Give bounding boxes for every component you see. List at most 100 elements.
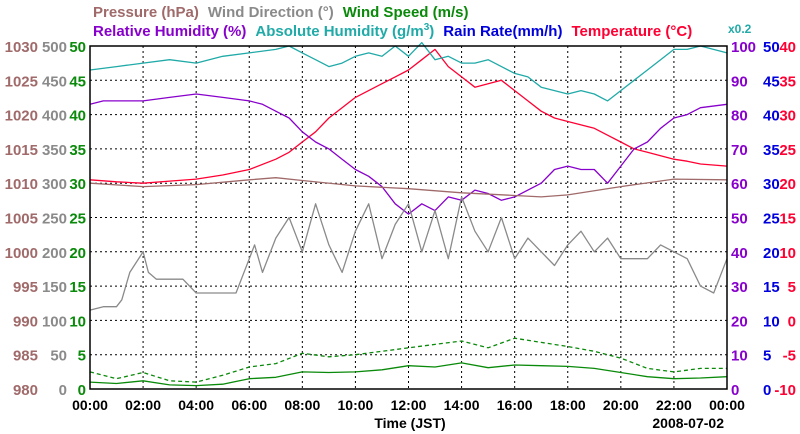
x-tick-label: 20:00 <box>603 397 639 413</box>
x-tick-label: 14:00 <box>444 397 480 413</box>
humidity-tick: 20 <box>731 313 748 330</box>
rain-tick: 5 <box>763 348 771 365</box>
humidity-tick: 70 <box>731 142 748 159</box>
wind-direction-tick: 50 <box>50 348 67 365</box>
pressure-tick: 995 <box>13 279 38 296</box>
legend: Pressure (hPa) Wind Direction (°) Wind Spe… <box>93 4 752 40</box>
wind-speed-tick: 25 <box>69 211 86 228</box>
temperature-tick: 0 <box>788 313 796 330</box>
x-tick-label: 16:00 <box>497 397 533 413</box>
rain-tick: 30 <box>763 176 780 193</box>
wind-speed-tick: 0 <box>78 382 86 399</box>
x-axis-label: Time (JST) <box>374 415 445 431</box>
humidity-tick: 60 <box>731 176 748 193</box>
series-line <box>89 41 728 102</box>
wind-direction-tick: 0 <box>59 382 67 399</box>
humidity-tick: 10 <box>731 348 748 365</box>
temperature-tick: 10 <box>779 245 796 262</box>
x-tick-label: 06:00 <box>231 397 267 413</box>
humidity-tick: 50 <box>731 211 748 228</box>
humidity-tick: 30 <box>731 279 748 296</box>
x-tick-label: 02:00 <box>125 397 161 413</box>
humidity-tick: 40 <box>731 245 748 262</box>
wind-direction-tick: 350 <box>42 142 67 159</box>
x-tick-label: 08:00 <box>284 397 320 413</box>
wind-speed-tick: 20 <box>69 245 86 262</box>
pressure-tick: 1000 <box>5 245 38 262</box>
wind-direction-tick: 150 <box>42 279 67 296</box>
wind-speed-tick: 40 <box>69 108 86 125</box>
pressure-tick: 1010 <box>5 176 38 193</box>
pressure-tick: 1015 <box>5 142 38 159</box>
wind-speed-tick: 35 <box>69 142 86 159</box>
wind-direction-tick: 500 <box>42 39 67 56</box>
pressure-tick: 1020 <box>5 108 38 125</box>
x-tick-label: 10:00 <box>338 397 374 413</box>
wind-direction-tick: 400 <box>42 108 67 125</box>
temperature-tick: 30 <box>779 108 796 125</box>
temperature-tick: 25 <box>779 142 796 159</box>
rain-tick: 20 <box>763 245 780 262</box>
legend-entry: Temperature (°C) <box>571 23 692 40</box>
wind-speed-tick: 30 <box>69 176 86 193</box>
pressure-tick: 990 <box>13 313 38 330</box>
series-line <box>89 196 728 311</box>
temperature-tick: 15 <box>779 211 796 228</box>
tick-labels: 1030102510201015101010051000995990985980… <box>5 39 796 413</box>
humidity-tick: 80 <box>731 108 748 125</box>
rain-tick: 50 <box>763 39 780 56</box>
wind-speed-tick: 50 <box>69 39 86 56</box>
x-tick-label: 18:00 <box>550 397 586 413</box>
x-tick-label: 04:00 <box>178 397 214 413</box>
rain-tick: 45 <box>763 73 780 90</box>
wind-direction-tick: 200 <box>42 245 67 262</box>
legend-entry: Wind Direction (°) <box>208 4 334 21</box>
humidity-tick: 0 <box>731 382 739 399</box>
wind-direction-tick: 250 <box>42 211 67 228</box>
series-line <box>89 362 728 387</box>
legend-entry: Pressure (hPa) <box>93 4 199 21</box>
temperature-tick: -10 <box>774 382 796 399</box>
pressure-tick: 980 <box>13 382 38 399</box>
temperature-tick: 20 <box>779 176 796 193</box>
wind-direction-tick: 300 <box>42 176 67 193</box>
x-tick-label: 22:00 <box>656 397 692 413</box>
x-tick-label: 00:00 <box>709 397 745 413</box>
scale-note: x0.2 <box>728 22 752 36</box>
wind-direction-tick: 100 <box>42 313 67 330</box>
series-line <box>89 48 728 184</box>
temperature-tick: -5 <box>783 348 796 365</box>
series-line <box>89 177 728 198</box>
wind-direction-tick: 450 <box>42 73 67 90</box>
x-tick-label: 00:00 <box>72 397 108 413</box>
rain-tick: 35 <box>763 142 780 159</box>
legend-entry: Absolute Humidity (g/m3) <box>255 22 434 40</box>
temperature-tick: 40 <box>779 39 796 56</box>
rain-tick: 0 <box>763 382 771 399</box>
temperature-tick: 35 <box>779 73 796 90</box>
series-layer <box>89 41 728 387</box>
pressure-tick: 1030 <box>5 39 38 56</box>
rain-tick: 25 <box>763 211 780 228</box>
temperature-tick: 5 <box>788 279 796 296</box>
pressure-tick: 1005 <box>5 211 38 228</box>
wind-speed-tick: 10 <box>69 313 86 330</box>
legend-entry: Relative Humidity (%) <box>93 23 246 40</box>
legend-entry: Wind Speed (m/s) <box>343 4 469 21</box>
grid-lines <box>90 46 727 389</box>
wind-speed-tick: 45 <box>69 73 86 90</box>
humidity-tick: 100 <box>731 39 756 56</box>
date-label: 2008-07-02 <box>652 415 724 431</box>
wind-speed-tick: 5 <box>78 348 86 365</box>
rain-tick: 40 <box>763 108 780 125</box>
humidity-tick: 90 <box>731 73 748 90</box>
pressure-tick: 1025 <box>5 73 38 90</box>
x-tick-label: 12:00 <box>391 397 427 413</box>
wind-speed-tick: 15 <box>69 279 86 296</box>
series-line <box>89 337 727 383</box>
pressure-tick: 985 <box>13 348 38 365</box>
rain-tick: 15 <box>763 279 780 296</box>
legend-entry: Rain Rate(mm/h) <box>443 23 562 40</box>
plot-frame <box>89 45 728 390</box>
